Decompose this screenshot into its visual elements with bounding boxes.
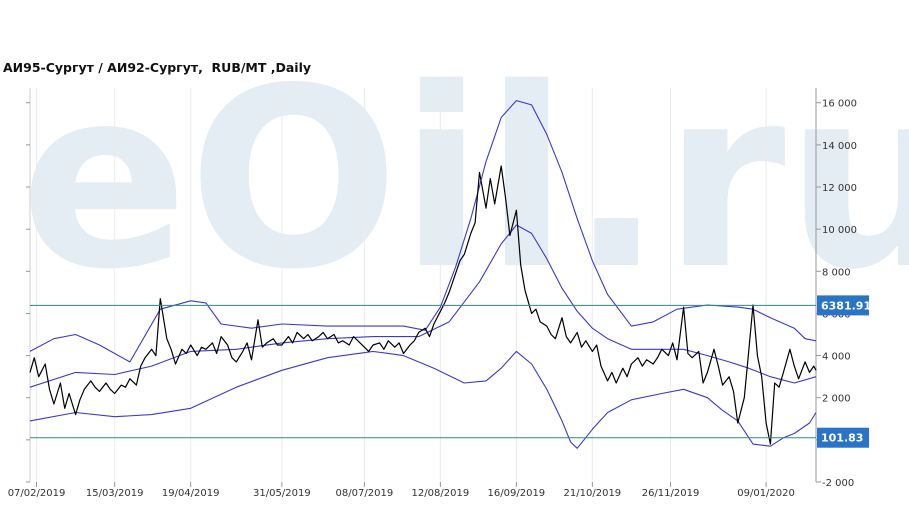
x-tick-label: 16/09/2019 — [488, 488, 546, 499]
y-tick-label: 10 000 — [822, 225, 857, 236]
gridlines — [36, 88, 767, 482]
y-tick-label: 12 000 — [822, 183, 857, 194]
chart-title: АИ95-Сургут / АИ92-Сургут, RUB/MT ,Daily — [3, 60, 312, 75]
series-lines — [29, 100, 817, 449]
value-badge-label: 101.83 — [821, 432, 863, 445]
y-tick-label: 2 000 — [822, 394, 851, 405]
value-badge — [817, 427, 869, 448]
value-badge — [817, 295, 869, 316]
x-tick-label: 08/07/2019 — [336, 488, 394, 499]
y-tick-label: 16 000 — [822, 99, 857, 110]
x-axis: 07/02/2019 15/03/2019 19/04/2019 31/05/2019… — [8, 482, 795, 499]
x-tick-label: 26/11/2019 — [642, 488, 700, 499]
x-tick-label: 07/02/2019 — [8, 488, 66, 499]
x-tick-label: 31/05/2019 — [253, 488, 311, 499]
x-tick-label: 12/08/2019 — [412, 488, 470, 499]
y-tick-label: 14 000 — [822, 141, 857, 152]
value-badge-label: 6381.91 — [821, 299, 871, 312]
x-tick-label: 15/03/2019 — [86, 488, 144, 499]
x-tick-label: 21/10/2019 — [564, 488, 622, 499]
reference-lines: 6381.91 101.83 — [30, 295, 871, 448]
y-tick-label: 8 000 — [822, 267, 851, 278]
y-tick-label: -2 000 — [822, 478, 854, 489]
middle-band-line — [29, 224, 817, 388]
x-tick-label: 09/01/2020 — [737, 488, 795, 499]
y-tick-label: 4 000 — [822, 352, 851, 363]
lower-band-line — [29, 350, 817, 449]
x-tick-label: 19/04/2019 — [162, 488, 220, 499]
watermark-text: eOil.ru — [20, 36, 909, 324]
upper-band-line — [29, 100, 817, 363]
